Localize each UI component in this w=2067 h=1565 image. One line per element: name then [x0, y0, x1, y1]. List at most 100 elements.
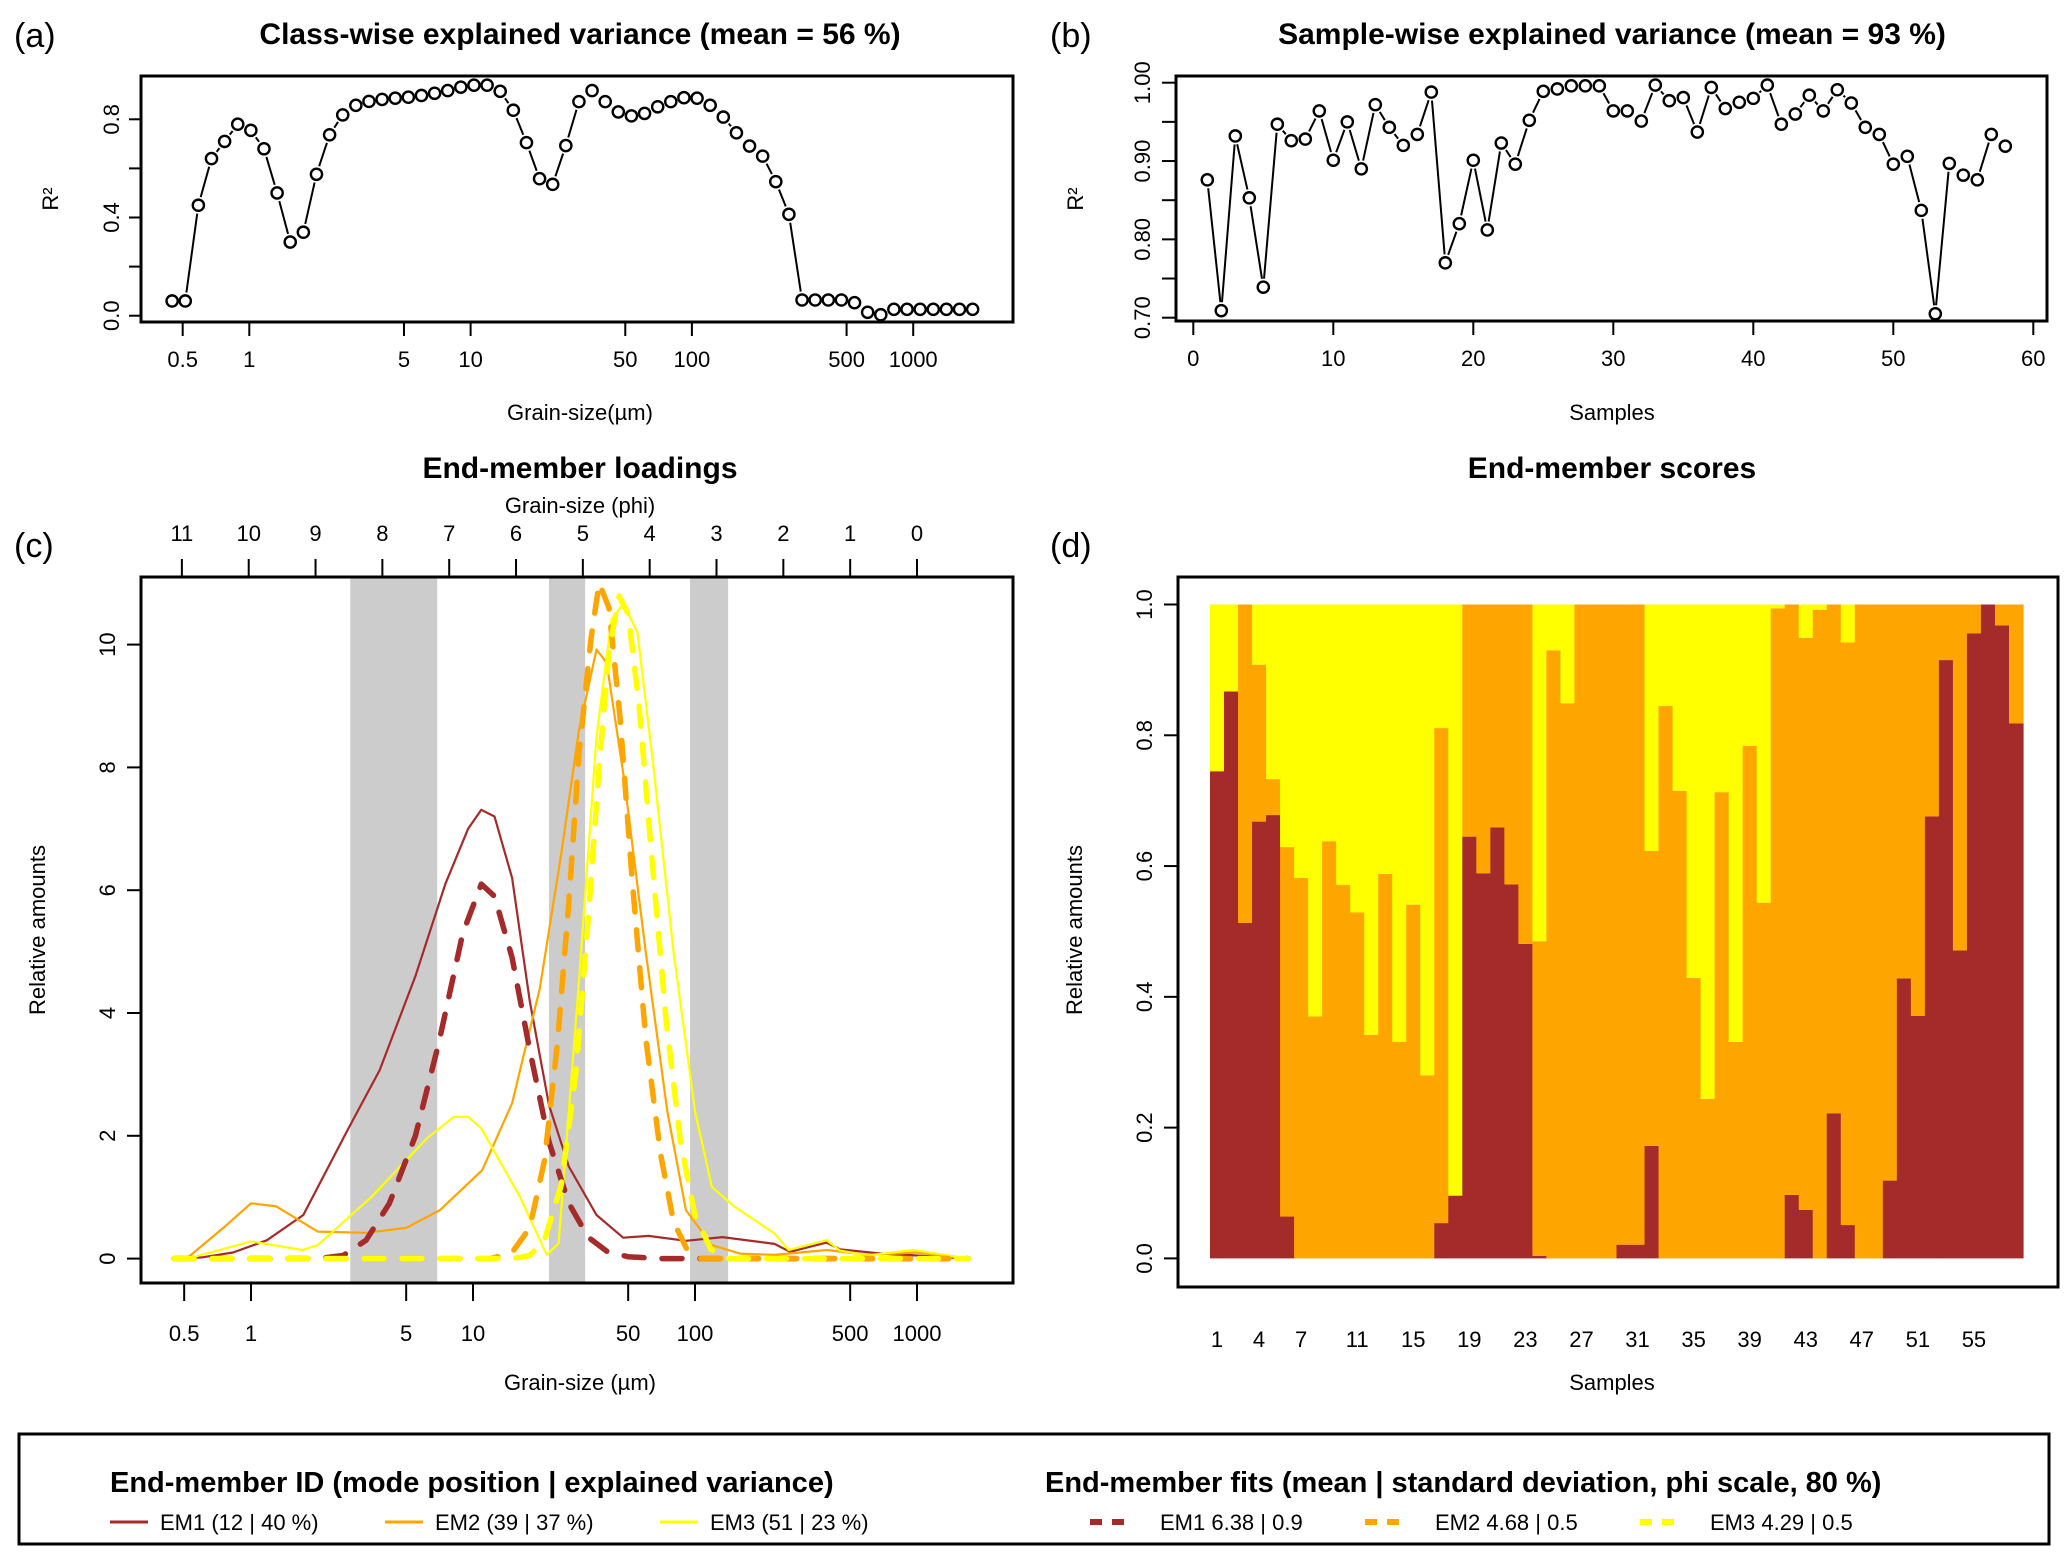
panel-a-segment [727, 122, 732, 127]
panel-d-bar-em3 [1406, 604, 1421, 905]
panel-d-bar-em2 [1924, 604, 1940, 817]
panel-d-bar-em2 [1728, 1041, 1744, 1259]
panel-d-bar-em3 [1644, 604, 1660, 852]
panel-a-point [808, 293, 822, 307]
panel-a-point [322, 127, 337, 142]
panel-b-ytick-label: 0.80 [1130, 218, 1155, 261]
panel-b-point [1354, 162, 1369, 176]
panel-d-bar-em3 [1686, 604, 1702, 978]
panel-d-bar-em1 [1490, 827, 1505, 1259]
panel-d-xlabel: Samples [1569, 1370, 1655, 1395]
panel-b-point [1620, 104, 1635, 118]
panel-d-xtick-label: 23 [1513, 1327, 1537, 1352]
panel-a-point [454, 80, 468, 94]
panel-b-point [1214, 303, 1229, 318]
panel-b-segment [1378, 111, 1386, 121]
panel-c-x2tick-label: 4 [644, 521, 656, 546]
panel-a-point [624, 109, 639, 123]
legend-left-heading: End-member ID (mode position | explained… [110, 1467, 834, 1499]
panel-b-segment [1921, 218, 1936, 306]
panel-d-xtick-label: 19 [1457, 1327, 1481, 1352]
panel-a-title: Class-wise explained variance (mean = 56… [259, 18, 900, 51]
panel-a-point [388, 91, 403, 105]
panel-b-segment [1320, 118, 1332, 153]
panel-d-plot-frame [1176, 575, 2060, 1289]
panel-d-bar-em1 [1784, 1194, 1800, 1259]
panel-d-bar-em2 [1672, 790, 1688, 1259]
panel-b-point [1914, 203, 1929, 218]
panel-d-bar-em1 [1910, 1015, 1926, 1259]
panel-d-bar-em2 [1896, 604, 1912, 979]
panel-d-bar-em1 [1644, 1145, 1660, 1259]
panel-c: (c) End-member loadings Grain-size (phi)… [14, 452, 1015, 1395]
panel-a-plot-frame [139, 74, 1015, 324]
panel-label-a: (a) [14, 17, 56, 55]
panel-b-point [1802, 88, 1817, 103]
panel-b-segment [1419, 99, 1430, 127]
panel-b-point [1522, 113, 1537, 128]
panel-d-bar-em3 [1420, 604, 1435, 1076]
panel-d-ytick-label: 1.0 [1132, 589, 1157, 620]
panel-d-bar-em2 [1560, 703, 1576, 1259]
panel-d-bar-em2 [1532, 941, 1548, 1256]
panel-d-bar-em1 [1924, 816, 1940, 1259]
panel-d-xtick-label: 39 [1737, 1327, 1761, 1352]
panel-d-bar-em2 [1420, 1075, 1435, 1259]
panel-d-bar-em2 [1952, 604, 1968, 951]
panel-a-point [913, 302, 927, 317]
panel-b-segment [1827, 96, 1834, 105]
panel-b-point [1340, 115, 1355, 129]
panel-b-segment [1842, 94, 1846, 98]
panel-b-point [1816, 104, 1831, 118]
panel-d-xtick-label: 7 [1295, 1327, 1307, 1352]
panel-b-point [1326, 153, 1341, 168]
panel-d-bar-em1 [1952, 950, 1968, 1259]
panel-b-segment [1207, 188, 1222, 303]
panel-b-point [1396, 138, 1411, 153]
panel-d-xtick-label: 51 [1906, 1327, 1930, 1352]
panel-b-point [1368, 97, 1383, 112]
panel-b-point [1984, 127, 1999, 142]
panel-b-point [1956, 168, 1971, 182]
panel-b-segment [1430, 100, 1446, 255]
panel-b-segment [1643, 92, 1654, 114]
panel-a-point [401, 90, 416, 105]
panel-a-point [506, 103, 521, 118]
panel-c-x2tick-label: 1 [844, 521, 856, 546]
panel-a-point [900, 302, 914, 317]
panel-b-point [1494, 136, 1509, 150]
panel-a-xtick-label: 0.5 [167, 347, 198, 372]
panel-b-segment [1348, 129, 1360, 162]
panel-a-point [414, 88, 429, 103]
panel-d-bar-em3 [1742, 604, 1758, 746]
panel-d-bar-em1 [1798, 1210, 1814, 1259]
panel-d-ytick-label: 0.4 [1132, 982, 1157, 1013]
panel-d-xtick-label: 35 [1681, 1327, 1705, 1352]
panel-c-x2tick-label: 7 [443, 521, 455, 546]
panel-d-bar-em2 [1546, 650, 1562, 1259]
panel-b-point [1242, 191, 1257, 205]
panel-b-point [1676, 90, 1691, 105]
panel-c-ytick-label: 0 [95, 1252, 120, 1264]
panel-d-bar-em1 [1616, 1244, 1632, 1259]
panel-b-segment [1447, 231, 1458, 256]
panel-a-ytick-label: 0.0 [99, 300, 124, 331]
panel-b-point [1438, 256, 1453, 270]
panel-b-ytick-label: 0.90 [1130, 140, 1155, 183]
panel-a-point [873, 307, 888, 322]
panel-d-bar-em3 [1378, 604, 1393, 874]
panel-d-bar-em3 [1840, 604, 1856, 643]
panel-b-xtick-label: 40 [1741, 346, 1765, 371]
panel-a-point [572, 94, 586, 109]
panel-d-bar-em1 [1210, 771, 1225, 1259]
panel-b-segment [1282, 130, 1287, 135]
panel-a-point [703, 98, 717, 113]
panel-d-bar-em2 [1994, 604, 2010, 626]
legend-item-label: EM1 (12 | 40 %) [160, 1510, 319, 1535]
panel-a-point [309, 167, 324, 182]
panel-a-point [519, 135, 534, 150]
panel-d-bar-em2 [1308, 1016, 1323, 1259]
legend-item-label: EM3 4.29 | 0.5 [1710, 1510, 1853, 1535]
panel-a-segment [778, 189, 787, 207]
